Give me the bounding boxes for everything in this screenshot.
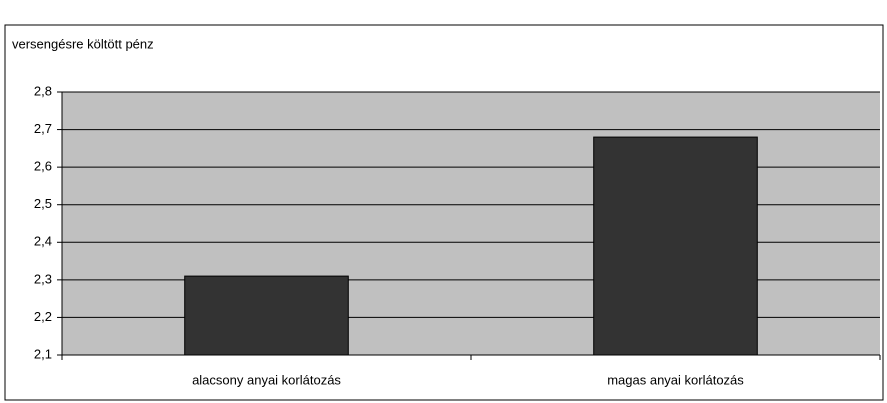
y-tick-label: 2,2 xyxy=(34,309,52,324)
y-tick-label: 2,6 xyxy=(34,159,52,174)
y-tick-label: 2,5 xyxy=(34,196,52,211)
y-tick-label: 2,4 xyxy=(34,234,52,249)
bar xyxy=(593,136,758,356)
y-axis-label: versengésre költött pénz xyxy=(12,36,154,51)
y-tick-label: 2,3 xyxy=(34,271,52,286)
y-tick-label: 2,1 xyxy=(34,346,52,361)
y-tick-label: 2,7 xyxy=(34,121,52,136)
y-tick-label: 2,8 xyxy=(34,83,52,98)
x-tick-label: magas anyai korlátozás xyxy=(607,372,744,387)
bar xyxy=(184,275,349,356)
x-tick-label: alacsony anyai korlátozás xyxy=(192,372,341,387)
